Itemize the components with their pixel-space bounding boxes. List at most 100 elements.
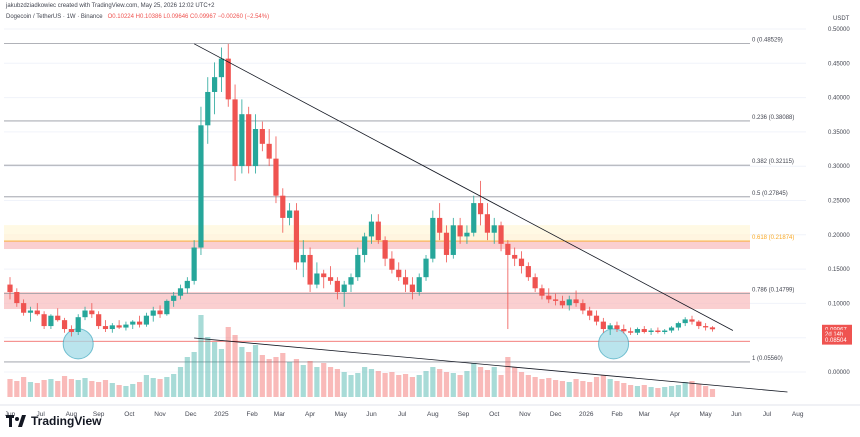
x-tick-label: Apr [670,411,681,418]
candle-body [430,217,436,259]
price-label-text: 0.08504 [825,338,847,344]
volume-bar [505,357,511,397]
support-circle [598,328,630,360]
candle-body [266,143,272,159]
volume-bar [471,363,477,397]
x-tick-label: Aug [792,411,804,418]
volume-bar [546,378,552,397]
candle-body [668,327,675,331]
candle-body [409,284,415,292]
candle-body [505,243,511,255]
candle-body [628,331,634,333]
volume-bar [184,357,190,397]
candle-body [532,277,538,289]
price-label-box [822,324,852,334]
candle-body [293,210,300,263]
fib-level-label: 0 (0.48529) [752,38,783,44]
y-tick-label: 0.10000 [828,301,850,307]
candle-body [696,321,702,327]
candle-body [491,225,497,233]
candle-body [402,277,409,285]
volume-bar [266,359,272,397]
candle-body [130,321,136,325]
volume-bar [668,386,675,397]
volume-bar [205,337,211,397]
candle-body [280,195,286,218]
candle-body [55,315,61,321]
candle-body [525,266,531,278]
volume-bar [648,387,654,397]
x-tick-label: Mar [274,411,286,418]
volume-bar [48,379,54,397]
volume-bar [587,382,593,397]
candle-body [580,303,586,311]
volume-bar [14,381,20,397]
candle-body [593,315,600,322]
volume-bar [396,375,402,397]
candle-body [164,300,170,315]
tradingview-brand: TradingView [6,414,101,428]
candle-body [75,317,81,332]
volume-bar [362,367,368,397]
candle-body [102,326,109,330]
volume-bar [157,379,163,397]
x-tick-label: Dec [185,411,197,418]
candle-body [109,325,115,330]
volume-bar [655,388,661,397]
candle-body [662,330,668,332]
volume-bar [252,345,259,397]
candle-body [518,258,525,267]
volume-bar [409,377,415,397]
x-tick-label: Aug [427,411,439,418]
volume-bar [314,367,320,397]
candle-body [7,284,13,292]
volume-bar [525,375,531,397]
volume-bar [143,375,149,397]
symbol-label[interactable]: Dogecoin / TetherUS · 1W · Binance [6,14,103,20]
tradingview-logo-icon [6,415,26,427]
volume-bar [593,377,600,397]
price-label-box [822,329,852,339]
volume-bar [532,377,538,397]
candle-body [396,269,402,278]
volume-bar [355,373,361,397]
candle-body [553,299,559,301]
candle-body [34,310,40,315]
volume-trendline [194,337,788,393]
volume-bar [512,367,518,397]
volume-bar [21,377,27,397]
x-tick-label: Aug [66,411,78,418]
candle-body [143,315,149,325]
x-tick-label: Jun [731,411,742,418]
candle-body [362,236,368,255]
candle-body [423,258,429,278]
currency-label: USDT [833,16,850,22]
candle-body [327,277,334,281]
volume-bar [307,361,313,397]
volume-bar [102,380,109,397]
volume-bar [232,335,238,397]
volume-bar [477,367,484,397]
volume-bar [498,375,504,397]
volume-bar [566,382,572,397]
candle-body [89,310,95,315]
candle-body [252,129,259,167]
candle-body [382,240,388,259]
volume-bar [709,389,716,397]
candle-body [477,203,484,215]
candle-body [471,203,477,233]
volume-bar [457,375,463,397]
volume-bar [109,383,115,397]
x-tick-label: May [335,411,348,418]
candle-body [21,303,27,313]
candle-body [307,254,313,285]
volume-bar [130,384,136,397]
candle-body [682,319,688,324]
candle-body [287,210,293,218]
candle-body [259,129,265,144]
candle-body [566,299,572,306]
volume-bar [246,352,252,397]
volume-bar [300,365,306,397]
volume-bar [150,378,156,397]
